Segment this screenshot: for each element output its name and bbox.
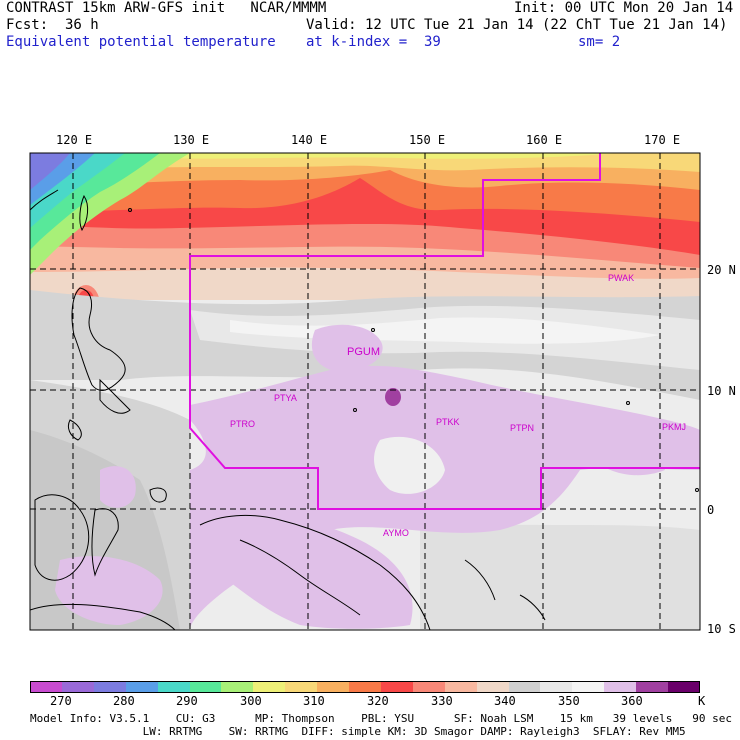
station-label: AYMO [383,528,409,538]
colorbar-swatch [221,681,254,693]
station-label: PTKK [436,417,460,427]
map-field [30,153,700,630]
colorbar-swatch [508,681,541,693]
lon-label: 120 E [56,133,93,147]
colorbar-swatch [317,681,350,693]
colorbar-swatch [157,681,190,693]
lon-label: 160 E [526,133,563,147]
colorbar-label: 310 [303,694,325,708]
station-label: PTRO [230,419,255,429]
colorbar-unit: K [698,694,706,708]
colorbar-swatch [412,681,446,693]
colorbar-label: 360 [621,694,643,708]
colorbar-label: 280 [113,694,135,708]
colorbar-swatch [253,681,286,693]
coastlines [30,189,699,630]
lat-label: 0 [707,503,715,517]
map-frame [29,152,701,631]
header-field: Equivalent potential temperature [6,34,276,50]
station-label: PTPN [510,423,534,433]
colorbar-swatch [444,681,478,693]
colorbar-swatch [285,681,318,693]
colorbar-label: 270 [50,694,72,708]
header-init: Init: 00 UTC Mon 20 Jan 14 [514,0,734,16]
colorbar-swatch [476,681,510,693]
colorbar-label: 340 [494,694,516,708]
colorbar-swatch [380,681,414,693]
fir-boundary [189,153,700,510]
colorbar-label: 330 [431,694,453,708]
colorbar-label: 300 [240,694,262,708]
station-label: PGUM [347,346,380,358]
colorbar-swatch [604,681,637,693]
colorbar-swatch [668,681,701,693]
colorbar-frame [30,681,700,693]
colorbar-swatch [125,681,159,693]
lon-label: 140 E [291,133,328,147]
colorbar-label: 350 [558,694,580,708]
colorbar-swatch [636,681,669,693]
colorbar-swatch [61,681,95,693]
colorbar-swatch [30,681,63,693]
lon-label: 150 E [409,133,446,147]
station-label: PWAK [608,273,634,283]
colorbar-label: 290 [176,694,198,708]
lat-label: 10 N [707,384,736,398]
lon-label: 170 E [644,133,681,147]
colorbar-swatch [93,681,127,693]
lon-label: 130 E [173,133,210,147]
station-label: PTYA [274,393,297,403]
colorbar-swatch [189,681,222,693]
colorbar-label: 320 [367,694,389,708]
header-smoothing: sm= 2 [578,34,621,50]
model-info-line2: LW: RRTMG SW: RRTMG DIFF: simple KM: 3D … [30,725,686,738]
lat-label: 20 N [707,263,736,277]
lat-label: 10 S [707,622,736,636]
header-level: at k-index = 39 [306,34,441,50]
colorbar-swatch [572,681,605,693]
colorbar-swatch [349,681,382,693]
station-label: PKMJ [662,422,686,432]
header-title: CONTRAST 15km ARW-GFS init NCAR/MMMM [6,0,327,16]
header-fcst: Fcst: 36 h [6,17,99,33]
header-valid: Valid: 12 UTC Tue 21 Jan 14 (22 ChT Tue … [306,17,728,33]
colorbar-swatch [540,681,573,693]
model-info-line1: Model Info: V3.5.1 CU: G3 MP: Thompson P… [30,712,732,725]
